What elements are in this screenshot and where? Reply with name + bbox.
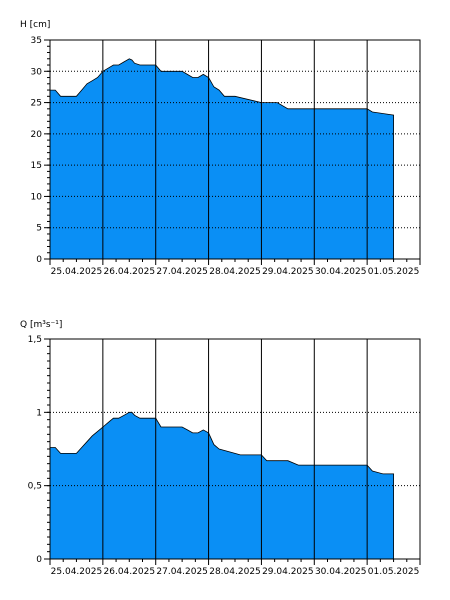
y-tick-label-0-5: 25 <box>31 99 42 109</box>
y-tick-label-0-0: 0 <box>36 255 42 265</box>
y-tick-label-0-3: 15 <box>31 161 42 171</box>
y-tick-label-1-0: 0 <box>36 555 42 565</box>
area-series-0 <box>49 58 394 260</box>
y-axis-title-1: Q [m³s⁻¹] <box>20 320 62 330</box>
x-tick-label-1-4: 29.04.2025 <box>262 567 314 577</box>
x-tick-label-0-3: 28.04.2025 <box>209 267 261 277</box>
y-tick-label-0-7: 35 <box>31 36 42 46</box>
x-tick-label-0-1: 26.04.2025 <box>104 267 156 277</box>
y-tick-label-1-3: 1,5 <box>28 335 42 345</box>
x-tick-label-0-0: 25.04.2025 <box>51 267 103 277</box>
y-tick-label-1-2: 1 <box>36 408 42 418</box>
x-tick-label-1-0: 25.04.2025 <box>51 567 103 577</box>
x-tick-label-0-4: 29.04.2025 <box>262 267 314 277</box>
x-tick-label-1-1: 26.04.2025 <box>104 567 156 577</box>
x-tick-label-1-3: 28.04.2025 <box>209 567 261 577</box>
y-tick-label-1-1: 0,5 <box>28 482 42 492</box>
x-tick-label-0-6: 01.05.2025 <box>368 267 420 277</box>
x-tick-label-0-5: 30.04.2025 <box>315 267 367 277</box>
y-tick-label-0-4: 20 <box>31 130 43 140</box>
x-tick-label-1-6: 01.05.2025 <box>368 567 420 577</box>
x-tick-label-1-2: 27.04.2025 <box>156 567 208 577</box>
x-tick-label-0-2: 27.04.2025 <box>156 267 208 277</box>
x-tick-label-1-5: 30.04.2025 <box>315 567 367 577</box>
y-tick-label-0-2: 10 <box>31 192 43 202</box>
y-axis-title-0: H [cm] <box>20 20 50 30</box>
y-tick-label-0-1: 5 <box>36 224 42 234</box>
y-tick-label-0-6: 30 <box>31 67 43 77</box>
